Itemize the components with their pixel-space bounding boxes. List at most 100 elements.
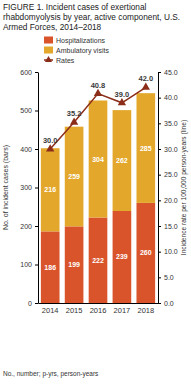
y2-axis-title: Incidence rate per 100,000 person-years …: [180, 120, 188, 255]
tick-mark: [158, 98, 161, 99]
tick: 5.0: [158, 274, 174, 281]
chart: FIGURE 1. Incident cases of exertionalrh…: [0, 0, 191, 385]
footnote: No., number; p-yrs, person-years: [3, 370, 99, 378]
data-label: 40.8: [91, 81, 106, 90]
tick-label: 25.0: [164, 171, 178, 178]
tick: 35.0: [158, 120, 178, 127]
data-label: 259: [68, 173, 80, 180]
tick-mark: [158, 252, 161, 253]
tick-label: 40.0: [164, 94, 178, 101]
tick: 400: [20, 146, 38, 153]
tick-mark: [35, 226, 38, 227]
axis-line: [158, 73, 159, 304]
axis-line: [38, 73, 39, 304]
tick: 300: [20, 184, 38, 191]
data-label: 42.0: [139, 74, 154, 83]
data-label: 262: [116, 157, 128, 164]
tick-label: 2016: [90, 306, 107, 315]
line: [50, 87, 146, 149]
data-label: 186: [44, 264, 56, 271]
tick: 40.0: [158, 94, 178, 101]
tick: 0.0: [158, 300, 174, 307]
tick-mark: [35, 188, 38, 189]
data-label: 30.0: [43, 136, 58, 145]
legend-swatch: [44, 37, 53, 44]
tick-label: 2017: [114, 306, 131, 315]
tick-label: 2015: [66, 306, 83, 315]
data-label: 35.2: [67, 109, 82, 118]
bar: [65, 127, 84, 227]
legend: Hospitalizations Ambulatory visits Rates: [44, 37, 109, 64]
bar: [65, 226, 84, 303]
tick: 25.0: [158, 171, 178, 178]
data-label: 304: [92, 156, 104, 163]
tick-mark: [35, 149, 38, 150]
bar: [136, 203, 155, 303]
tick-mark: [158, 226, 161, 227]
tick: 0: [28, 300, 38, 307]
data-label: 216: [44, 186, 56, 193]
tick-label: 300: [20, 184, 32, 191]
marker: [118, 98, 126, 105]
bar: [113, 110, 132, 211]
y-axis-title: No. of incident cases (bars): [2, 145, 10, 230]
tick: 2017: [114, 303, 131, 315]
tick-label: 5.0: [164, 274, 174, 281]
tick-mark: [158, 123, 161, 124]
data-label: 260: [140, 249, 152, 256]
data-labels: 18619922223926021625930426228530.035.240…: [43, 74, 153, 270]
marker: [142, 83, 150, 90]
tick: 100: [20, 261, 38, 268]
bar: [89, 100, 108, 217]
plot-area: [41, 83, 155, 303]
bar: [89, 218, 108, 303]
legend-swatch: [45, 56, 52, 62]
y2-axis: 0.0 5.0 10.0 15.0 20.0 25.0 30.0 35.0 40.0 45.0: [158, 69, 178, 307]
tick-mark: [35, 72, 38, 73]
data-label: 239: [116, 253, 128, 260]
tick-mark: [158, 200, 161, 201]
tick-label: 0.0: [164, 300, 174, 307]
tick-mark: [158, 277, 161, 278]
title: FIGURE 1. Incident cases of exertionalrh…: [3, 2, 180, 32]
marker: [46, 144, 54, 151]
bar: [113, 211, 132, 303]
legend-label: Ambulatory visits: [56, 47, 109, 55]
tick-label: 10.0: [164, 248, 178, 255]
tick: 2016: [90, 303, 107, 315]
tick-mark: [158, 72, 161, 73]
bar: [41, 231, 60, 303]
tick: 20.0: [158, 197, 178, 204]
tick-label: 30.0: [164, 146, 178, 153]
legend-label: Hospitalizations: [56, 37, 106, 45]
tick: 15.0: [158, 223, 178, 230]
tick-mark: [35, 303, 38, 304]
tick: 2014: [42, 303, 59, 315]
tick-label: 600: [20, 69, 32, 76]
x-axis: 2014 2015 2016 2017 2018: [39, 303, 159, 315]
marker: [94, 89, 102, 96]
tick: 2018: [137, 303, 154, 315]
tick-label: 20.0: [164, 197, 178, 204]
bar: [136, 93, 155, 203]
tick-mark: [35, 111, 38, 112]
tick: 500: [20, 107, 38, 114]
tick: 200: [20, 223, 38, 230]
legend-item: Rates: [44, 56, 75, 64]
legend-swatch: [44, 47, 53, 54]
data-label: 222: [92, 257, 104, 264]
data-label: 39.0: [115, 90, 130, 99]
tick-label: 45.0: [164, 69, 178, 76]
tick-label: 0: [28, 300, 32, 307]
tick-label: 35.0: [164, 120, 178, 127]
tick-label: 100: [20, 261, 32, 268]
tick-label: 500: [20, 107, 32, 114]
legend-label: Rates: [56, 57, 75, 64]
legend-item: Ambulatory visits: [44, 47, 109, 55]
tick-mark: [158, 149, 161, 150]
tick-label: 2014: [42, 306, 59, 315]
tick-mark: [158, 175, 161, 176]
data-label: 199: [68, 261, 80, 268]
legend-item: Hospitalizations: [44, 37, 106, 45]
tick: 2015: [66, 303, 83, 315]
